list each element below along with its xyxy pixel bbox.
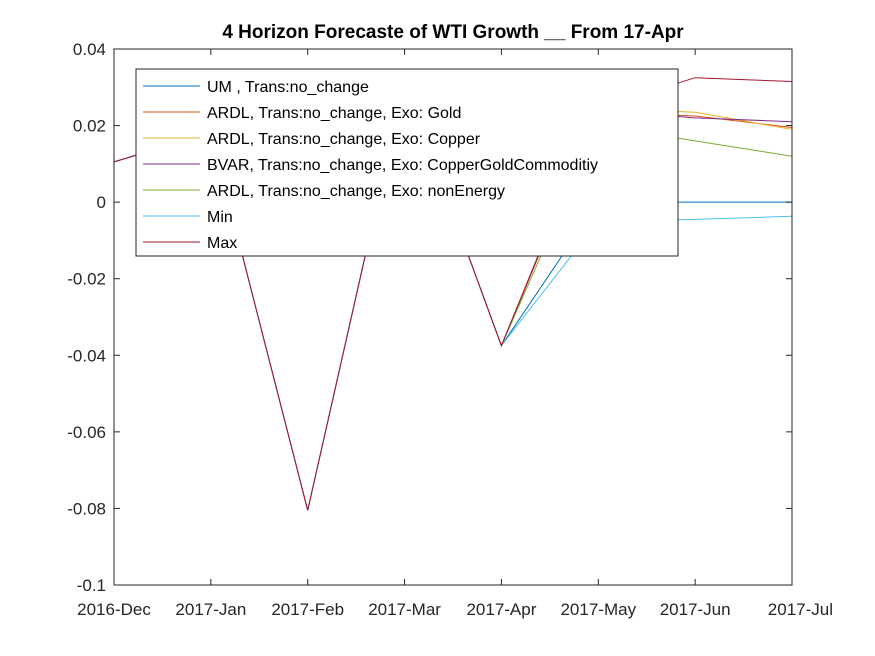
legend-label-6: Max bbox=[207, 235, 237, 252]
y-tick-label: 0 bbox=[97, 193, 106, 212]
y-tick-label: -0.1 bbox=[77, 576, 106, 595]
y-tick-label: -0.08 bbox=[67, 499, 106, 518]
y-tick-label: 0.04 bbox=[73, 40, 106, 59]
legend-label-3: BVAR, Trans:no_change, Exo: CopperGoldCo… bbox=[207, 157, 598, 174]
legend: UM , Trans:no_change ARDL, Trans:no_chang… bbox=[135, 68, 679, 257]
x-tick-label: 2017-Jul bbox=[768, 600, 833, 619]
chart-title: 4 Horizon Forecaste of WTI Growth __ Fro… bbox=[222, 22, 684, 43]
legend-box bbox=[135, 68, 679, 257]
y-tick-label: -0.02 bbox=[67, 270, 106, 289]
x-tick-label: 2017-Mar bbox=[368, 600, 441, 619]
legend-label-1: ARDL, Trans:no_change, Exo: Gold bbox=[207, 105, 461, 122]
x-tick-label: 2017-Feb bbox=[271, 600, 344, 619]
legend-label-0: UM , Trans:no_change bbox=[207, 79, 369, 96]
legend-label-4: ARDL, Trans:no_change, Exo: nonEnergy bbox=[207, 183, 505, 200]
x-tick-label: 2017-Jan bbox=[175, 600, 246, 619]
legend-label-5: Min bbox=[207, 209, 233, 226]
x-tick-label: 2016-Dec bbox=[77, 600, 151, 619]
x-tick-label: 2017-Apr bbox=[466, 600, 536, 619]
y-tick-label: -0.06 bbox=[67, 423, 106, 442]
y-tick-label: 0.02 bbox=[73, 117, 106, 136]
x-tick-label: 2017-Jun bbox=[660, 600, 731, 619]
legend-label-2: ARDL, Trans:no_change, Exo: Copper bbox=[207, 131, 481, 148]
x-tick-label: 2017-May bbox=[560, 600, 636, 619]
axes-layer: -0.1 -0.08 -0.06 -0.04 -0.02 0 0.02 0.04 2016-De… bbox=[67, 40, 833, 619]
axes-box bbox=[113, 48, 793, 586]
y-tick-label: -0.04 bbox=[67, 346, 106, 365]
